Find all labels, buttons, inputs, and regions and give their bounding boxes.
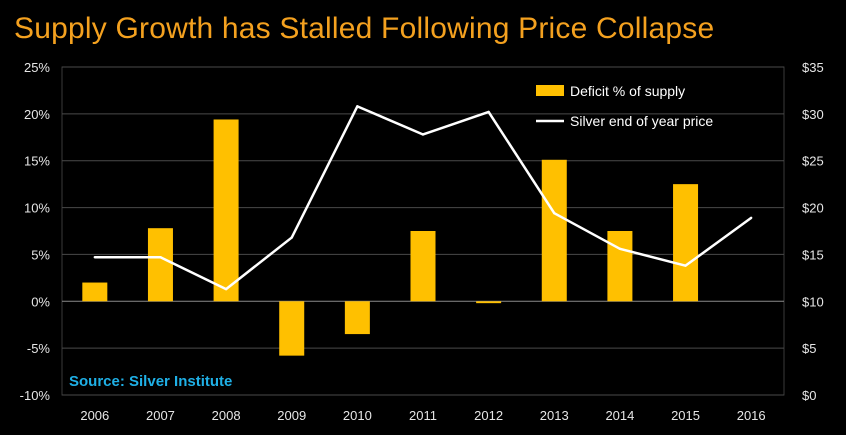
x-tick-label: 2006 — [80, 408, 109, 423]
legend-swatch-bar — [536, 85, 564, 96]
bar — [476, 301, 502, 304]
x-tick-label: 2010 — [343, 408, 372, 423]
y-left-tick-label: 15% — [24, 154, 50, 169]
y-left-tick-label: 10% — [24, 201, 50, 216]
y-left-tick-label: -5% — [27, 341, 51, 356]
y-right-tick-label: $0 — [802, 388, 816, 403]
price-point — [487, 110, 490, 114]
y-right-tick-label: $10 — [802, 294, 824, 309]
price-point — [93, 256, 97, 259]
price-point — [684, 264, 687, 267]
line-series — [93, 105, 753, 291]
price-point — [159, 256, 162, 259]
y-right-tick-label: $30 — [802, 107, 824, 122]
legend: Deficit % of supply Silver end of year p… — [536, 83, 713, 129]
y-left-tick-label: 25% — [24, 60, 50, 75]
x-tick-label: 2014 — [605, 408, 634, 423]
y-right-tick-label: $5 — [802, 341, 816, 356]
legend-label-price: Silver end of year price — [570, 113, 713, 129]
x-tick-label: 2008 — [212, 408, 241, 423]
x-tick-label: 2009 — [277, 408, 306, 423]
x-tick-label: 2013 — [540, 408, 569, 423]
y-right-tick-label: $15 — [802, 247, 824, 262]
bar — [147, 228, 173, 302]
bar — [344, 301, 370, 335]
y-left-tick-label: 20% — [24, 107, 50, 122]
bar — [213, 119, 239, 302]
price-point — [618, 247, 622, 251]
y-left-tick-label: -10% — [20, 388, 51, 403]
y-right-tick-label: $35 — [802, 60, 824, 75]
price-point — [290, 236, 293, 239]
x-tick-label: 2011 — [409, 408, 437, 423]
price-point — [553, 211, 556, 215]
y-left-tick-label: 5% — [31, 247, 50, 262]
y-right-ticks: $0 $5 $10 $15 $20 $25 $30 $35 — [802, 60, 824, 403]
price-point — [224, 287, 228, 291]
bar — [673, 184, 699, 302]
chart-title: Supply Growth has Stalled Following Pric… — [14, 12, 715, 45]
x-tick-label: 2012 — [474, 408, 503, 423]
gridlines — [62, 66, 784, 396]
bar — [82, 282, 108, 302]
bar — [279, 301, 305, 356]
source-note: Source: Silver Institute — [69, 373, 232, 390]
price-point — [356, 105, 359, 108]
y-left-tick-label: 0% — [31, 294, 50, 309]
bar — [607, 231, 633, 302]
x-tick-label: 2015 — [671, 408, 700, 423]
x-tick-label: 2007 — [146, 408, 175, 423]
bar — [541, 159, 567, 302]
bar-series — [82, 119, 699, 356]
legend-label-deficit: Deficit % of supply — [570, 83, 685, 99]
y-left-ticks: -10% -5% 0% 5% 10% 15% 20% 25% — [20, 60, 51, 403]
bar — [410, 231, 436, 302]
x-ticks: 2006 2007 2008 2009 2010 2011 2012 2013 2014 2015… — [80, 408, 765, 423]
price-point — [749, 216, 753, 220]
price-point — [421, 133, 425, 136]
y-right-tick-label: $25 — [802, 154, 824, 169]
y-right-tick-label: $20 — [802, 201, 824, 216]
x-tick-label: 2016 — [737, 408, 766, 423]
